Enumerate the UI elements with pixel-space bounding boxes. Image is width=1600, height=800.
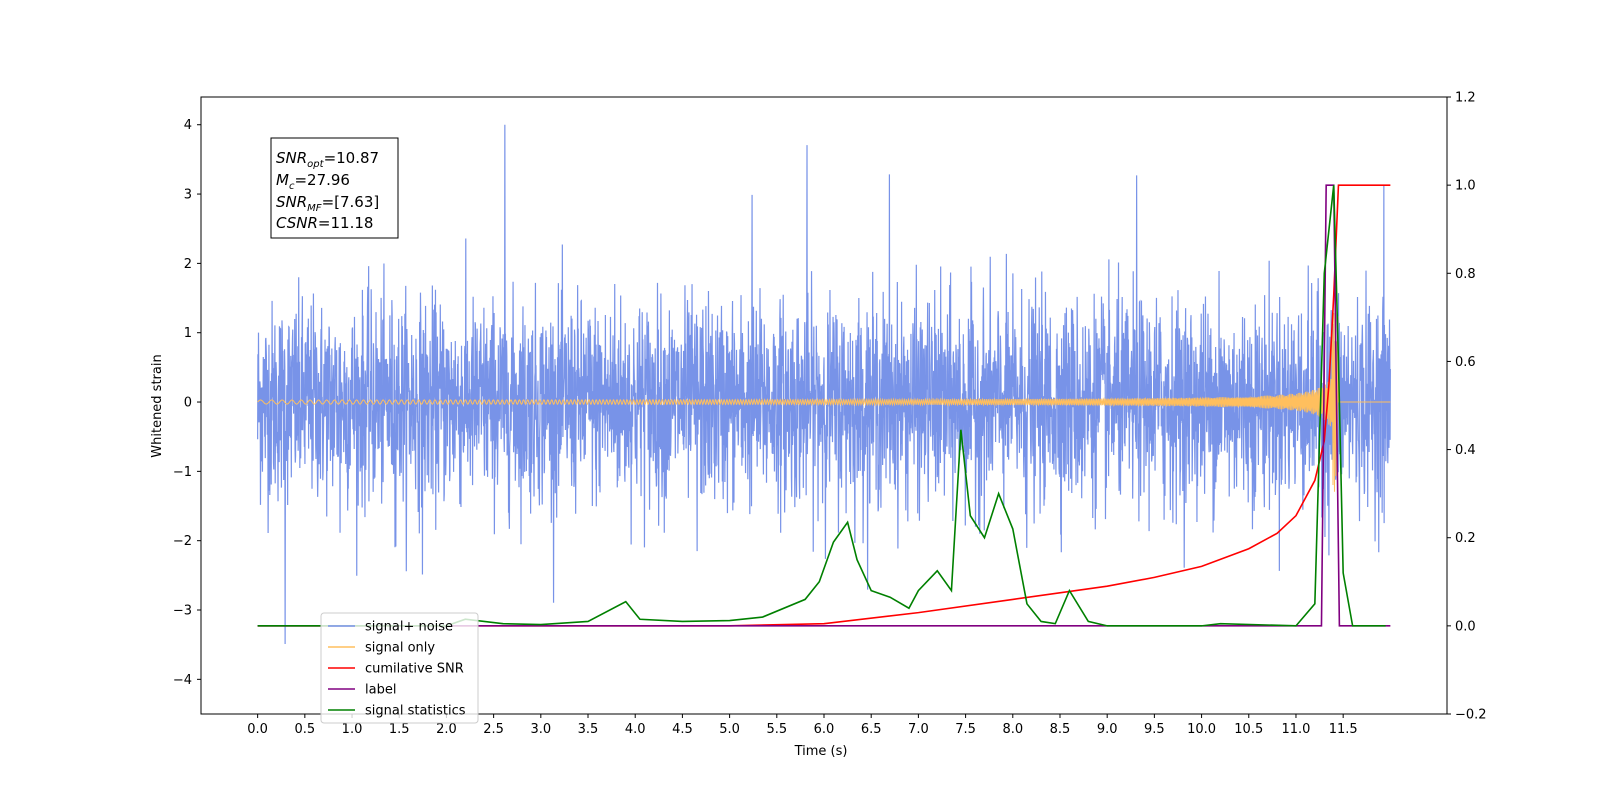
y-tick-label: 2 bbox=[184, 257, 192, 272]
axes: 0.0 0.5 1.0 1.5 2.0 2.5 3.0 3.5 4.0 4.5 5.0 5.5 6.0 6… bbox=[173, 91, 1487, 738]
y-axis-label: Whitened strain bbox=[150, 354, 165, 457]
info-snr-mf: SNRMF=[7.63] bbox=[276, 193, 379, 214]
y-tick-label: −4 bbox=[173, 673, 192, 688]
y-tick-label: −2 bbox=[173, 534, 192, 549]
y-tick-label: 1 bbox=[184, 326, 192, 341]
y2-tick-label: 0.2 bbox=[1455, 531, 1476, 546]
x-tick-label: 1.5 bbox=[389, 722, 410, 737]
y2-tick-label: 0.6 bbox=[1455, 355, 1476, 370]
x-tick-label: 3.5 bbox=[578, 722, 599, 737]
series-cumulative-snr bbox=[257, 184, 1391, 627]
x-tick-label: 7.5 bbox=[955, 722, 976, 737]
x-tick-label: 5.5 bbox=[766, 722, 787, 737]
x-tick-label: 8.5 bbox=[1050, 722, 1071, 737]
x-tick-label: 8.0 bbox=[1002, 722, 1023, 737]
x-tick-label: 0.5 bbox=[294, 722, 315, 737]
x-axis-label: Time (s) bbox=[794, 744, 848, 759]
x-tick-label: 6.0 bbox=[814, 722, 835, 737]
legend: signal+ noise signal only cumilative SNR la… bbox=[320, 612, 479, 724]
x-tick-label: 7.0 bbox=[908, 722, 929, 737]
y2-tick-label: 0.4 bbox=[1455, 443, 1476, 458]
legend-entry: cumilative SNR bbox=[365, 662, 464, 677]
legend-entry: signal statistics bbox=[365, 704, 466, 719]
info-box: SNRopt=10.87 Mc=27.96 SNRMF=[7.63] CSNR=… bbox=[270, 137, 399, 239]
y2-tick-label: 0.8 bbox=[1455, 267, 1476, 282]
y-tick-label: 3 bbox=[184, 188, 192, 203]
info-box-frame bbox=[270, 137, 399, 239]
x-tick-label: 2.0 bbox=[436, 722, 457, 737]
legend-entry: signal only bbox=[365, 641, 435, 656]
x-tick-label: 3.0 bbox=[530, 722, 551, 737]
x-tick-label: 2.5 bbox=[483, 722, 504, 737]
x-tick-label: 9.0 bbox=[1097, 722, 1118, 737]
info-csnr: CSNR=11.18 bbox=[276, 214, 373, 232]
series-signal-only bbox=[257, 312, 1391, 492]
y-tick-label: 0 bbox=[184, 396, 192, 411]
x-tick-label: 11.0 bbox=[1281, 722, 1310, 737]
x-tick-label: 1.0 bbox=[342, 722, 363, 737]
y2-tick-label: 1.0 bbox=[1455, 179, 1476, 194]
y-tick-label: 4 bbox=[184, 118, 192, 133]
x-tick-label: 10.0 bbox=[1187, 722, 1216, 737]
legend-entry: label bbox=[365, 683, 396, 698]
info-mc: Mc=27.96 bbox=[276, 171, 350, 192]
y2-tick-label: 0.0 bbox=[1455, 619, 1476, 634]
x-tick-label: 9.5 bbox=[1144, 722, 1165, 737]
x-tick-label: 5.0 bbox=[719, 722, 740, 737]
y2-tick-label: −0.2 bbox=[1455, 708, 1487, 723]
x-tick-label: 4.5 bbox=[672, 722, 693, 737]
x-tick-label: 0.0 bbox=[247, 722, 268, 737]
x-tick-label: 4.0 bbox=[625, 722, 646, 737]
y-tick-label: −3 bbox=[173, 604, 192, 619]
series-label bbox=[257, 184, 1391, 627]
plot-area bbox=[257, 124, 1391, 644]
y-tick-label: −1 bbox=[173, 465, 192, 480]
info-snr-opt: SNRopt=10.87 bbox=[276, 149, 379, 170]
legend-entry: signal+ noise bbox=[365, 620, 453, 635]
legend-frame bbox=[320, 612, 479, 724]
x-tick-label: 6.5 bbox=[861, 722, 882, 737]
x-tick-label: 11.5 bbox=[1329, 722, 1358, 737]
x-tick-label: 10.5 bbox=[1234, 722, 1263, 737]
y2-tick-label: 1.2 bbox=[1455, 91, 1476, 106]
series-signal-statistics bbox=[257, 185, 1386, 627]
